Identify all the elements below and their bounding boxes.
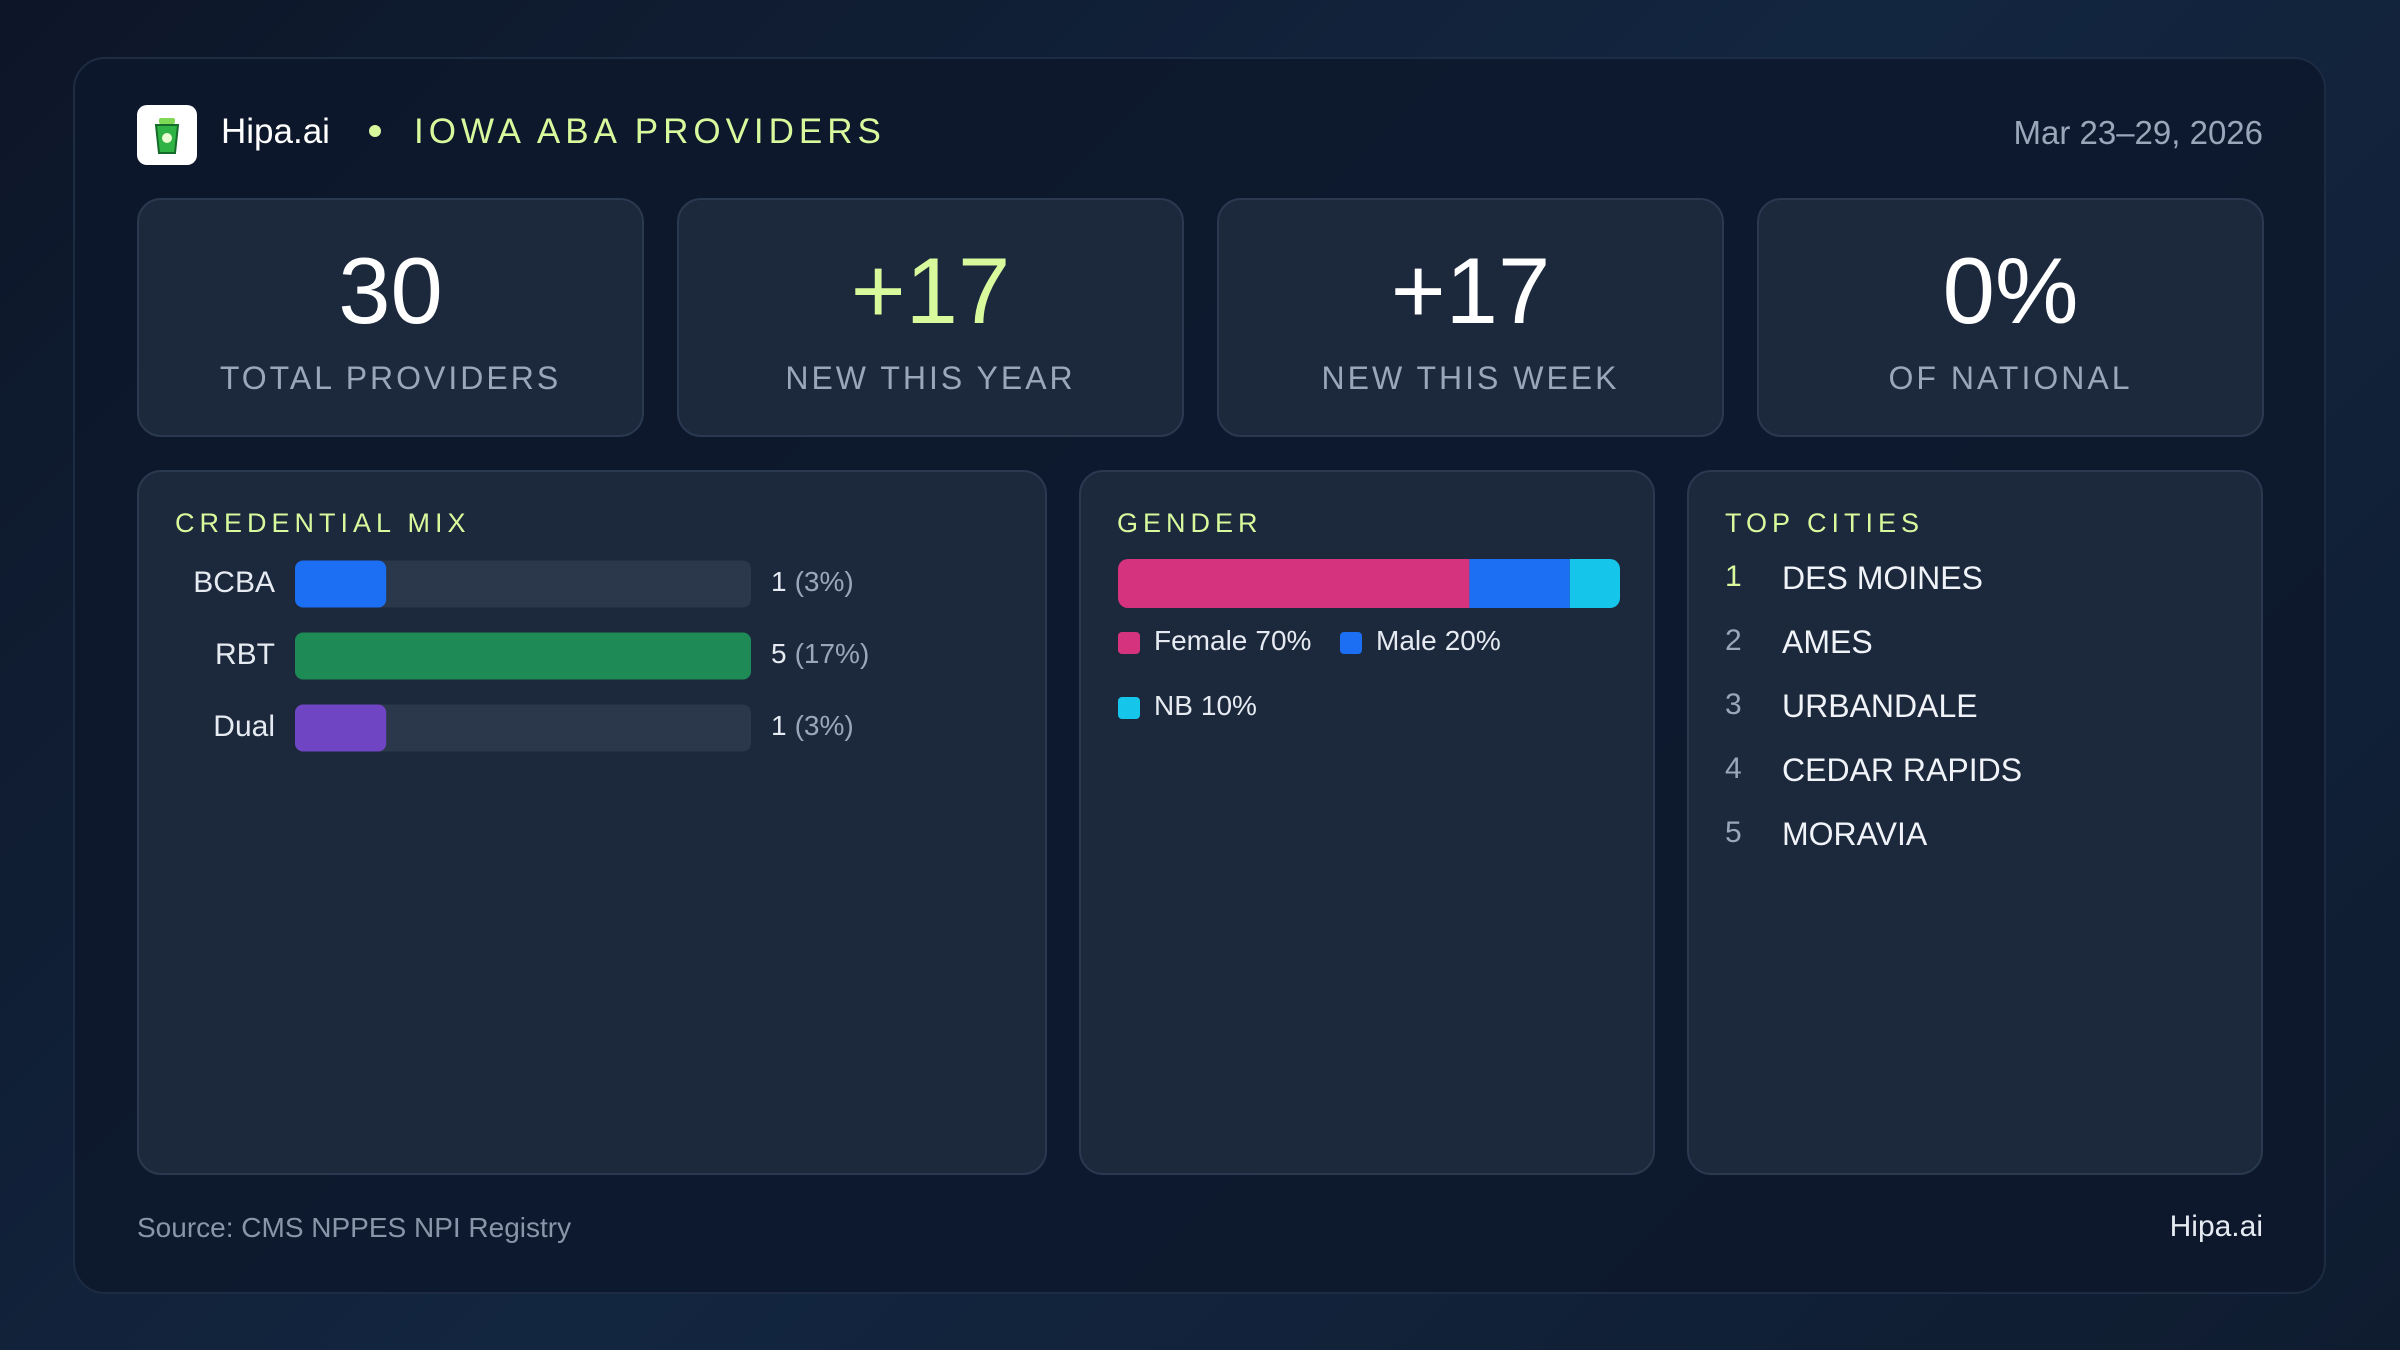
legend-name: NB: [1154, 690, 1193, 721]
legend-name: Female: [1154, 625, 1247, 656]
stat-label: TOTAL PROVIDERS: [219, 360, 562, 396]
gender-segment: [1118, 559, 1470, 608]
value-label: 1 (3%): [771, 566, 854, 597]
value-label: 5 (17%): [771, 638, 869, 669]
date-range: Mar 23–29, 2026: [2013, 114, 2263, 151]
count: 1: [771, 710, 787, 741]
bar: [295, 632, 751, 680]
legend-swatch: [1118, 632, 1140, 654]
page-title: IOWA ABA PROVIDERS: [414, 112, 886, 151]
brand: Hipa.ai: [221, 112, 330, 151]
panel-title: CREDENTIAL MIX: [175, 508, 471, 538]
stat-card: +17 NEW THIS YEAR: [677, 198, 1184, 437]
value-label: 1 (3%): [771, 710, 854, 741]
stat-value: 30: [338, 238, 443, 343]
gender-chart: Female 70% Male 20% NB 10%: [1118, 559, 1620, 721]
cities-panel: TOP CITIES 1 DES MOINES 2 AMES 3 URBANDALE 4 CE…: [1687, 470, 2263, 1175]
bar-track: [295, 704, 751, 752]
credential-panel: CREDENTIAL MIX BCBA 1 (3%) RBT 5 (17%) Dual 1 (3…: [137, 470, 1047, 1175]
count: 1: [771, 566, 787, 597]
separator-dot: [369, 125, 381, 137]
stat-value: +17: [1390, 238, 1551, 343]
stat-value: 0%: [1942, 238, 2079, 343]
count: 5: [771, 638, 787, 669]
city-name: URBANDALE: [1782, 688, 1978, 724]
credential-chart: BCBA 1 (3%) RBT 5 (17%) Dual 1 (3%): [193, 560, 869, 752]
city-rank: 3: [1725, 688, 1742, 721]
gender-segment: [1569, 559, 1620, 608]
bar: [295, 704, 387, 752]
logo: [137, 105, 197, 165]
city-name: DES MOINES: [1782, 560, 1983, 596]
city-rank: 5: [1725, 816, 1742, 849]
bar-track: [295, 560, 751, 608]
percent: (3%): [795, 710, 854, 741]
legend-value: 20%: [1445, 625, 1501, 656]
percent: (17%): [795, 638, 870, 669]
gender-segment: [1469, 559, 1570, 608]
stat-card: 30 TOTAL PROVIDERS: [137, 198, 644, 437]
source: Source: CMS NPPES NPI Registry: [137, 1212, 572, 1243]
panel-title: TOP CITIES: [1725, 508, 1925, 538]
panel-title: GENDER: [1117, 508, 1263, 538]
city-name: MORAVIA: [1782, 816, 1928, 852]
bar: [295, 560, 387, 608]
category-label: BCBA: [193, 566, 275, 599]
legend-name: Male: [1376, 625, 1437, 656]
city-rank: 1: [1725, 560, 1742, 593]
category-label: RBT: [215, 638, 275, 671]
city-name: CEDAR RAPIDS: [1782, 752, 2023, 788]
percent: (3%): [795, 566, 854, 597]
city-rank: 4: [1725, 752, 1742, 785]
stat-card: +17 NEW THIS WEEK: [1217, 198, 1724, 437]
legend-label: Female 70%: [1154, 625, 1311, 656]
stat-label: NEW THIS WEEK: [1321, 360, 1620, 396]
legend-label: NB 10%: [1154, 690, 1257, 721]
legend-value: 10%: [1201, 690, 1257, 721]
city-rank: 2: [1725, 624, 1742, 657]
legend-swatch: [1118, 697, 1140, 719]
stat-label: OF NATIONAL: [1888, 360, 2133, 396]
legend-value: 70%: [1255, 625, 1311, 656]
stat-value: +17: [850, 238, 1011, 343]
stat-label: NEW THIS YEAR: [785, 360, 1076, 396]
stat-card: 0% OF NATIONAL: [1757, 198, 2264, 437]
city-name: AMES: [1782, 624, 1873, 660]
legend-label: Male 20%: [1376, 625, 1501, 656]
category-label: Dual: [213, 710, 275, 743]
legend-swatch: [1340, 632, 1362, 654]
gender-panel: GENDER Female 70% Male 20% NB 10%: [1079, 470, 1655, 1175]
footer-brand: Hipa.ai: [2169, 1210, 2263, 1243]
